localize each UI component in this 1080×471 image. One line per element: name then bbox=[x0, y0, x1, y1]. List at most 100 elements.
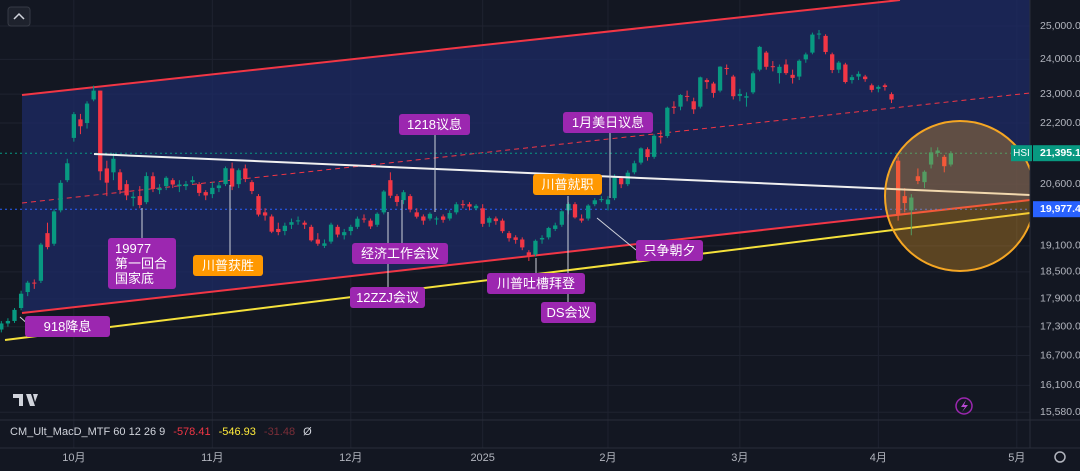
candle-body bbox=[520, 239, 525, 248]
candle-body bbox=[0, 323, 4, 330]
y-tick-label: 16,700.0 bbox=[1040, 349, 1080, 361]
candle-body bbox=[830, 54, 835, 71]
connectors bbox=[19, 133, 637, 327]
candle-body bbox=[183, 184, 189, 187]
x-tick-label: 12月 bbox=[339, 452, 362, 464]
candle-body bbox=[777, 66, 782, 74]
candle-body bbox=[533, 240, 538, 255]
candle-body bbox=[487, 218, 492, 223]
candle-body bbox=[922, 171, 927, 183]
indicator-value: -31.48 bbox=[264, 426, 295, 438]
candle-body bbox=[506, 233, 512, 239]
candle-body bbox=[869, 85, 874, 90]
candle-body bbox=[559, 211, 564, 225]
candle-body bbox=[45, 233, 50, 248]
candle-body bbox=[375, 213, 380, 225]
candle-body bbox=[480, 208, 485, 224]
collapse-button[interactable] bbox=[7, 6, 31, 27]
candle-body bbox=[790, 74, 795, 78]
candle-body bbox=[539, 237, 545, 240]
candle-body bbox=[348, 226, 353, 232]
annotation-box bbox=[563, 112, 653, 133]
candle-body bbox=[295, 220, 301, 222]
candle-body bbox=[750, 73, 756, 93]
candle-body bbox=[243, 168, 248, 180]
channel-fill bbox=[22, 0, 1030, 313]
candle-body bbox=[414, 212, 419, 217]
alert-icon[interactable] bbox=[955, 397, 973, 415]
price-tag-label: 19,977.4 bbox=[1040, 203, 1080, 215]
candle-body bbox=[440, 216, 446, 220]
candle-body bbox=[783, 64, 789, 74]
candle-body bbox=[256, 196, 261, 215]
candle-body bbox=[579, 218, 584, 221]
candle-body bbox=[401, 192, 406, 201]
candle-body bbox=[757, 46, 762, 70]
candle-body bbox=[500, 220, 505, 232]
candle-body bbox=[737, 93, 743, 96]
candle-body bbox=[876, 86, 881, 89]
annotation-text: 川普获胜 bbox=[202, 258, 254, 273]
candle-body bbox=[895, 160, 901, 216]
candle-body bbox=[342, 232, 347, 236]
candle-body bbox=[691, 101, 696, 110]
channel-top bbox=[21, 0, 901, 96]
candle-body bbox=[704, 80, 710, 83]
candle-body bbox=[764, 52, 769, 67]
symbol-label: HSI bbox=[1013, 148, 1030, 159]
candle-body bbox=[856, 73, 861, 77]
price-tag-label: 21,395.1 bbox=[1040, 147, 1080, 159]
candle-body bbox=[249, 182, 255, 192]
candle-body bbox=[546, 228, 551, 238]
candle-body bbox=[797, 60, 802, 77]
y-tick-label: 22,200.0 bbox=[1040, 117, 1080, 129]
annotation-text: 川普就职 bbox=[541, 177, 593, 192]
indicator-value: -578.41 bbox=[173, 426, 210, 438]
candle-body bbox=[335, 226, 340, 235]
candle-body bbox=[889, 94, 894, 100]
candle-body bbox=[223, 168, 228, 185]
candle-body bbox=[915, 176, 921, 181]
y-tick-label: 17,300.0 bbox=[1040, 320, 1080, 332]
candle-body bbox=[196, 184, 202, 193]
candle-body bbox=[71, 114, 76, 138]
annotation-box bbox=[399, 114, 470, 135]
annotation-box bbox=[25, 316, 110, 337]
candle-body bbox=[282, 225, 288, 232]
candle-body bbox=[671, 106, 677, 108]
candle-body bbox=[605, 199, 611, 205]
symbol-tag bbox=[1011, 145, 1032, 162]
candle-body bbox=[38, 244, 44, 281]
candle-body bbox=[698, 77, 703, 107]
candle-body bbox=[164, 177, 169, 187]
x-tick-label: 10月 bbox=[62, 452, 85, 464]
candle-body bbox=[104, 168, 109, 183]
candle-body bbox=[111, 158, 116, 173]
y-tick-label: 16,100.0 bbox=[1040, 379, 1080, 391]
channel-mid bbox=[21, 92, 1031, 204]
candle-body bbox=[322, 243, 327, 246]
candle-body bbox=[216, 185, 222, 189]
candle-body bbox=[361, 218, 367, 220]
candle-body bbox=[51, 211, 57, 244]
settings-icon[interactable] bbox=[1054, 451, 1066, 463]
candle-body bbox=[355, 218, 360, 227]
candle-body bbox=[724, 67, 729, 70]
candle-body bbox=[849, 77, 855, 81]
candle-body bbox=[658, 136, 663, 138]
candle-body bbox=[381, 191, 386, 213]
y-tick-label: 23,000.0 bbox=[1040, 88, 1080, 100]
candle-body bbox=[25, 282, 30, 293]
y-tick-label: 19,100.0 bbox=[1040, 240, 1080, 252]
logo bbox=[13, 394, 38, 406]
x-tick-label: 2025 bbox=[470, 452, 494, 464]
candle-body bbox=[526, 252, 531, 256]
annotation-box bbox=[108, 238, 176, 289]
candle-body bbox=[651, 135, 657, 157]
candle-body bbox=[823, 35, 828, 52]
candle-body bbox=[882, 85, 888, 87]
candle-body bbox=[98, 90, 103, 172]
candles bbox=[0, 29, 954, 333]
candle-body bbox=[942, 156, 947, 167]
